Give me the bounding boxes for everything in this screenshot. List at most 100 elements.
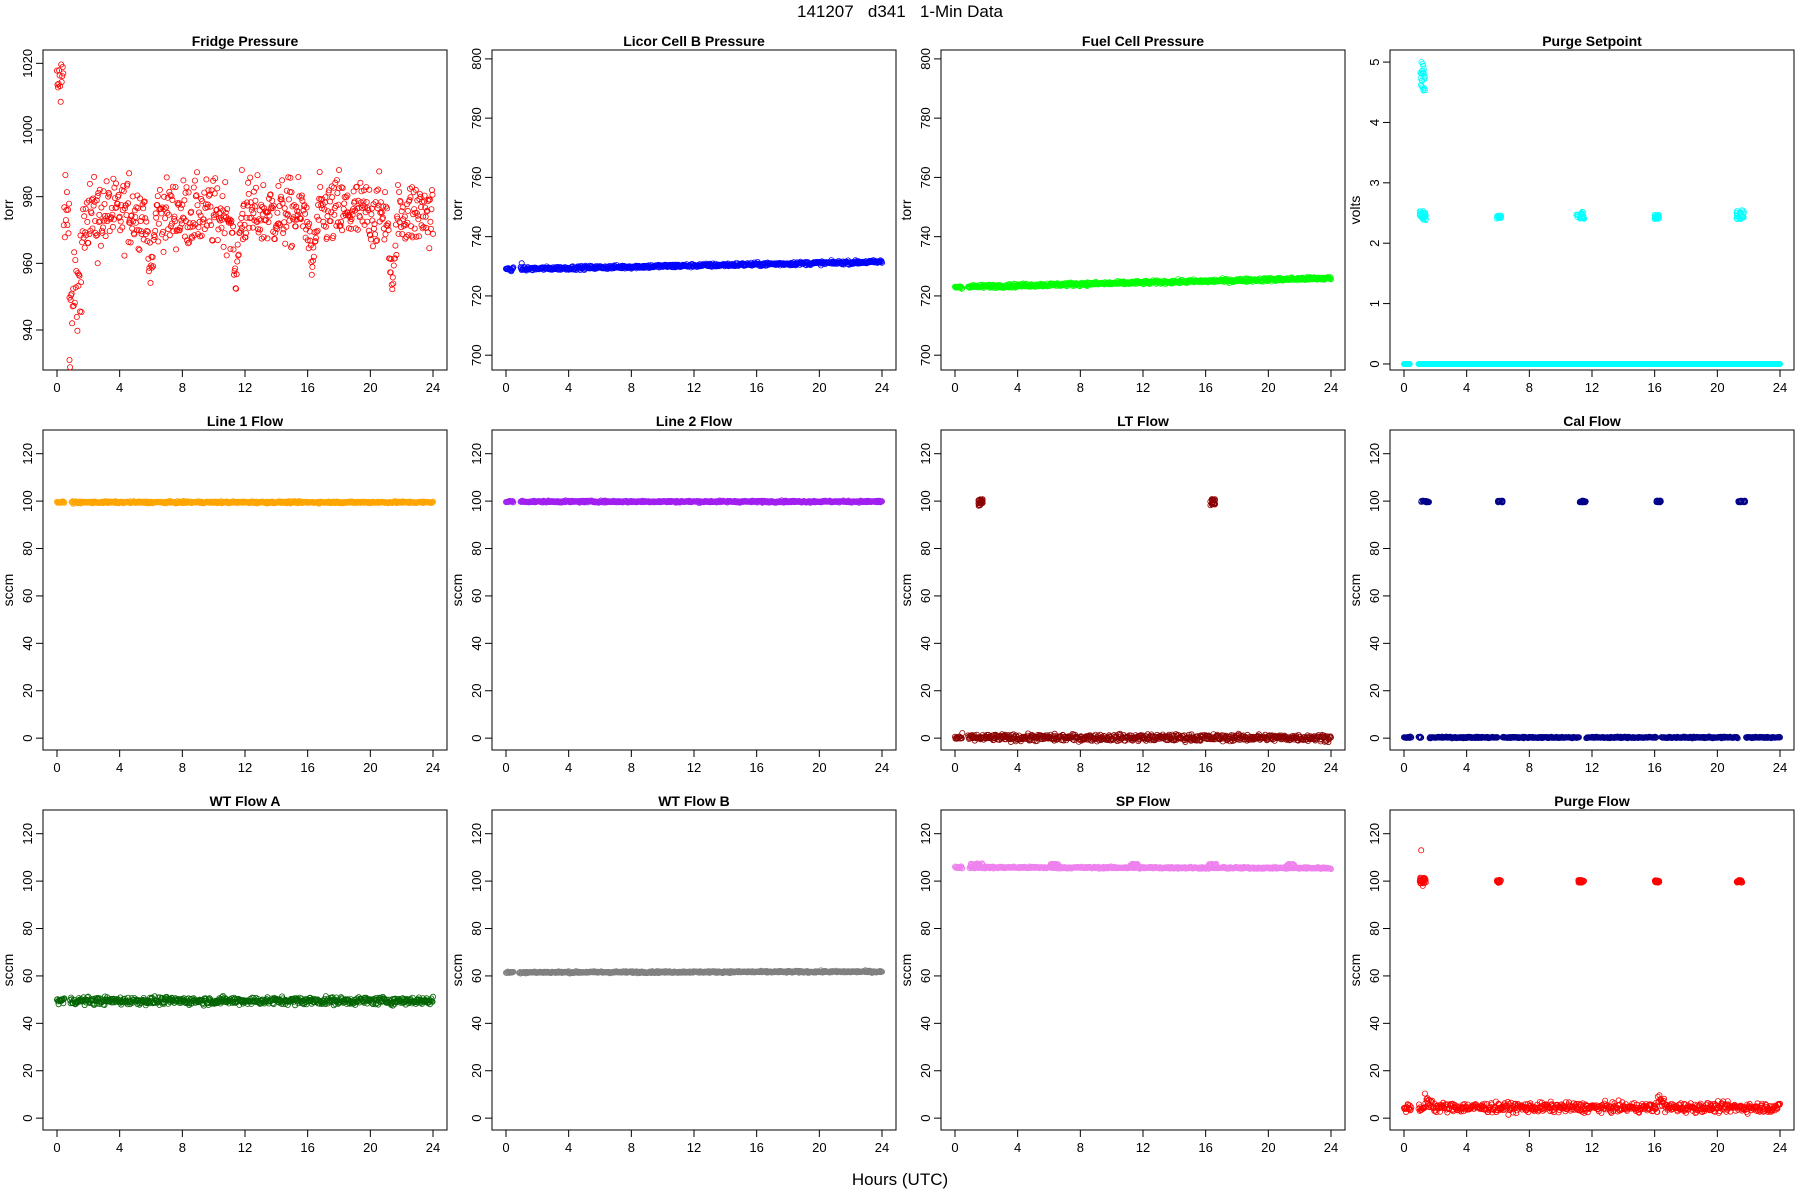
data-point — [329, 194, 336, 201]
data-point — [399, 231, 406, 238]
data-point — [314, 227, 321, 234]
data-point — [179, 214, 186, 221]
data-point — [138, 228, 145, 235]
data-point — [340, 206, 347, 213]
data-point — [338, 184, 345, 191]
data-point — [168, 193, 175, 200]
data-point — [393, 213, 400, 220]
data-point — [185, 189, 192, 196]
data-point — [143, 227, 150, 234]
data-point — [306, 228, 313, 235]
data-point — [317, 183, 324, 190]
data-point — [65, 206, 72, 213]
data-point — [289, 203, 296, 210]
data-point — [392, 221, 399, 228]
data-point — [406, 196, 413, 203]
data-point — [218, 224, 225, 231]
x-tick-label: 0 — [1400, 380, 1407, 395]
data-point — [246, 224, 253, 231]
data-points — [54, 61, 436, 371]
data-point — [374, 237, 381, 244]
data-point — [98, 204, 105, 211]
plot-frame — [42, 49, 448, 371]
data-point — [76, 272, 83, 279]
y-tick-label: 120 — [918, 443, 933, 465]
data-point — [383, 205, 390, 212]
data-point — [209, 237, 216, 244]
data-point — [137, 217, 144, 224]
y-tick-label: 740 — [469, 226, 484, 248]
data-point — [138, 230, 145, 237]
data-point — [163, 174, 170, 181]
data-point — [395, 230, 402, 237]
data-point — [344, 209, 351, 216]
data-point — [109, 223, 116, 230]
data-point — [388, 256, 395, 263]
data-point — [287, 174, 294, 181]
data-point — [250, 210, 257, 217]
data-point — [266, 212, 273, 219]
data-point — [116, 214, 123, 221]
data-point — [145, 255, 152, 262]
data-point — [409, 234, 416, 241]
data-point — [206, 191, 213, 198]
data-point — [334, 190, 341, 197]
x-tick-label: 24 — [1773, 380, 1787, 395]
data-point — [198, 232, 205, 239]
data-point — [267, 191, 274, 198]
data-point — [316, 169, 323, 176]
data-point — [245, 179, 252, 186]
data-point — [67, 296, 74, 303]
data-point — [103, 178, 110, 185]
y-tick-label: 1000 — [20, 116, 35, 145]
y-axis-label: sccm — [0, 574, 16, 607]
data-point — [404, 219, 411, 226]
x-tick-label: 4 — [1014, 760, 1021, 775]
data-point — [377, 199, 384, 206]
data-point — [358, 204, 365, 211]
data-point — [288, 242, 295, 249]
x-tick-label: 0 — [53, 760, 60, 775]
data-point — [185, 240, 192, 247]
data-point — [366, 186, 373, 193]
data-point — [231, 268, 238, 275]
data-point — [322, 194, 329, 201]
data-point — [141, 198, 148, 205]
data-point — [312, 238, 319, 245]
y-tick-label: 120 — [469, 443, 484, 465]
data-point — [267, 191, 274, 198]
data-point — [234, 258, 241, 265]
data-point — [214, 237, 221, 244]
data-point — [65, 230, 72, 237]
data-point — [131, 231, 138, 238]
data-point — [321, 206, 328, 213]
data-point — [81, 244, 88, 251]
data-point — [373, 187, 380, 194]
data-point — [172, 184, 179, 191]
plot-frame — [1389, 49, 1795, 371]
data-point — [191, 177, 198, 184]
x-tick-label: 24 — [1324, 760, 1338, 775]
data-point — [78, 308, 85, 315]
x-tick-label: 20 — [1710, 380, 1724, 395]
data-point — [115, 191, 122, 198]
x-tick-label: 20 — [812, 380, 826, 395]
data-point — [297, 215, 304, 222]
data-point — [390, 262, 397, 269]
data-point — [224, 205, 231, 212]
data-point — [382, 231, 389, 238]
data-point — [199, 219, 206, 226]
data-point — [230, 246, 237, 253]
data-point — [70, 302, 77, 309]
data-point — [415, 216, 422, 223]
data-point — [238, 166, 245, 173]
data-point — [186, 220, 193, 227]
data-point — [249, 204, 256, 211]
y-tick-label: 120 — [20, 443, 35, 465]
data-point — [429, 230, 436, 237]
x-tick-label: 16 — [1647, 380, 1661, 395]
data-point — [171, 218, 178, 225]
data-point — [339, 184, 346, 191]
data-point — [371, 231, 378, 238]
